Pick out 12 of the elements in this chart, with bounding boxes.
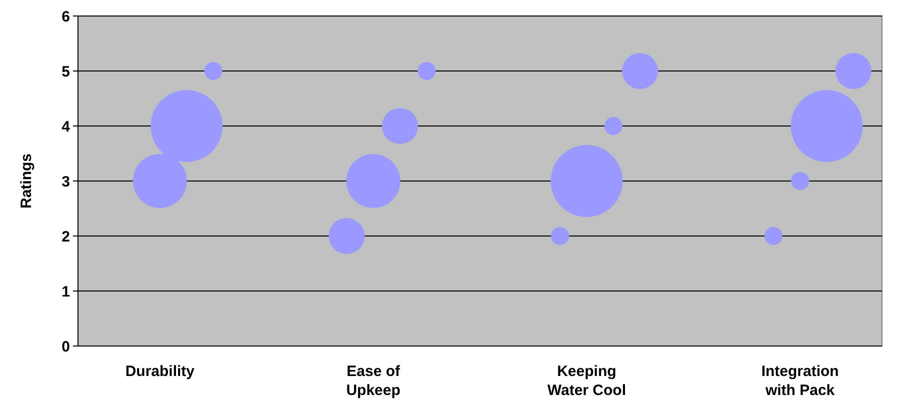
x-tick-label: Durability bbox=[125, 363, 196, 380]
x-tick-label: Ease of Upkeep bbox=[346, 363, 401, 399]
y-tick-label: 0 bbox=[62, 338, 70, 356]
y-tick-label: 1 bbox=[62, 283, 70, 300]
x-tick-label: Keeping Water Cool bbox=[547, 363, 626, 399]
y-tick-label: 2 bbox=[62, 228, 70, 246]
y-tick-label: 4 bbox=[62, 118, 71, 136]
y-tick-label: 5 bbox=[62, 63, 70, 80]
y-tick-label: 6 bbox=[62, 8, 70, 26]
x-tick-label: Integration with Pack bbox=[761, 363, 839, 399]
y-axis-title: Ratings bbox=[18, 153, 35, 209]
y-tick-label: 3 bbox=[62, 173, 70, 190]
